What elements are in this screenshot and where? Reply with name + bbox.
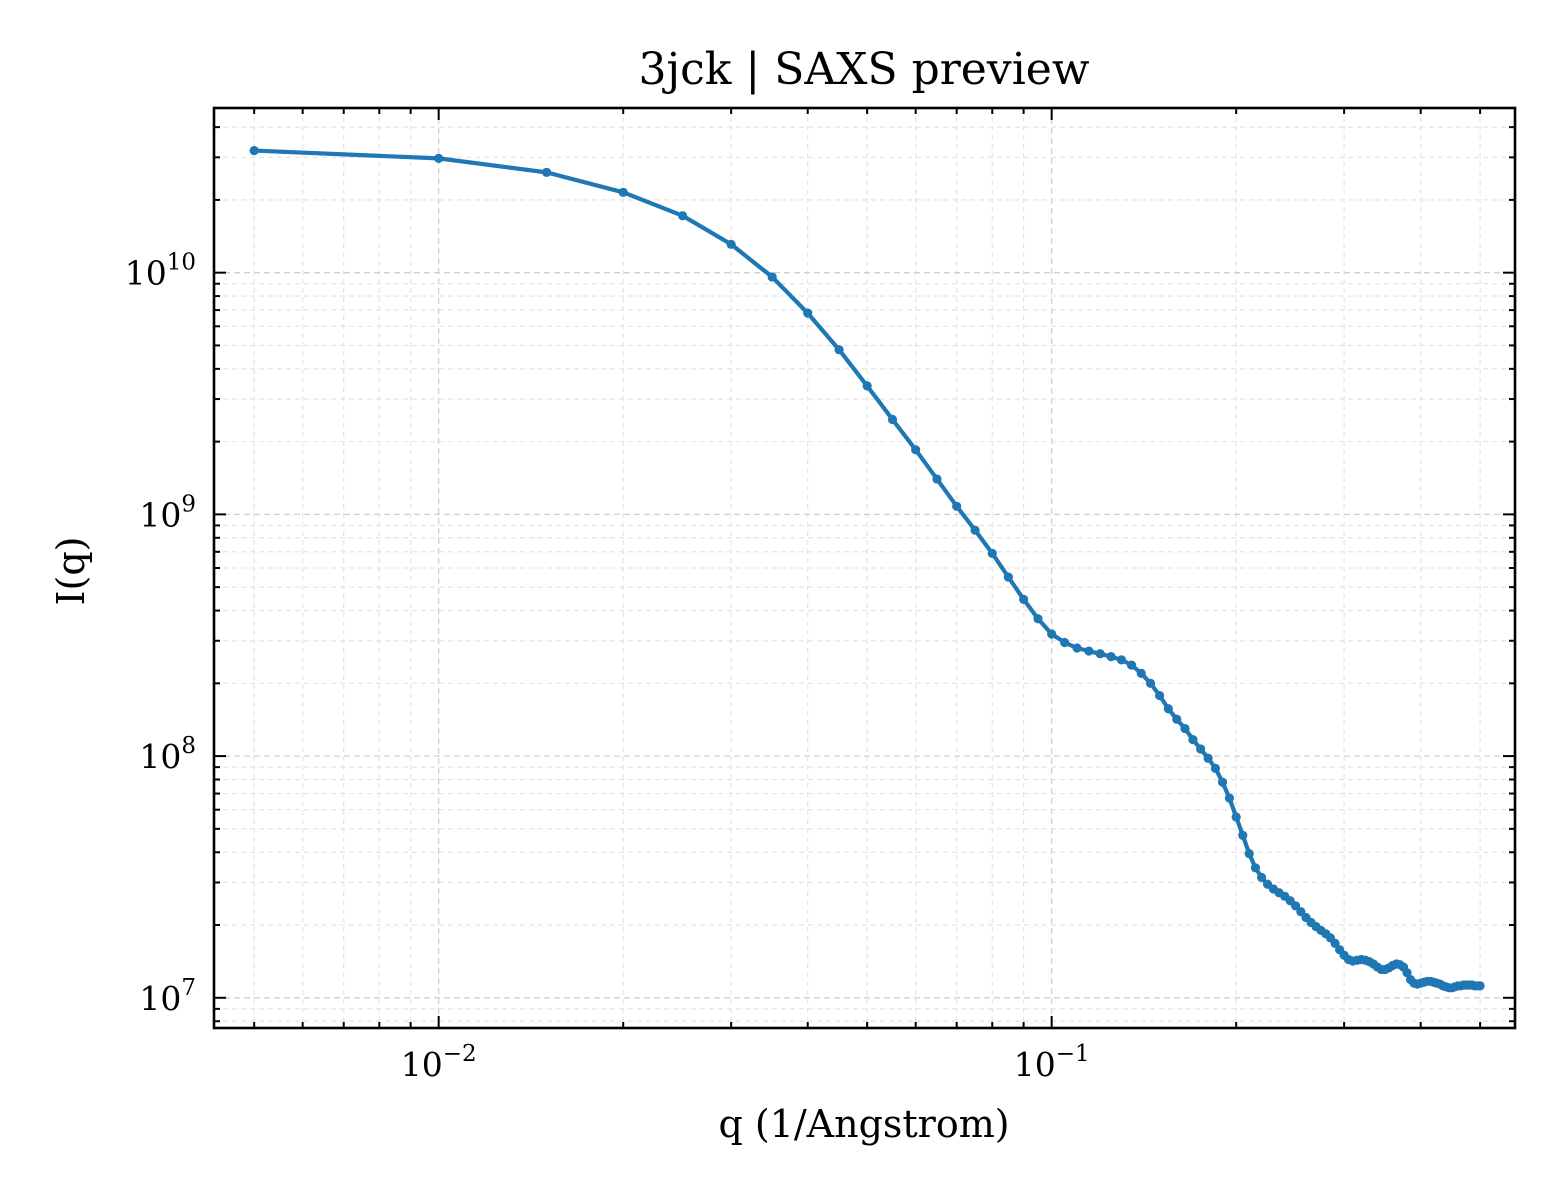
chart-title: 3jck | SAXS preview <box>639 44 1090 95</box>
y-tick-label-base: 10 <box>125 254 167 293</box>
y-tick-label-exp: 10 <box>167 250 196 276</box>
data-point <box>678 211 688 221</box>
data-point <box>1475 981 1485 991</box>
y-tick-label: 107 <box>139 975 196 1018</box>
y-tick-label: 1010 <box>125 250 196 293</box>
y-tick-label: 109 <box>139 491 196 534</box>
data-point <box>1116 655 1127 665</box>
data-point <box>887 414 898 425</box>
data-point <box>987 548 997 558</box>
data-point <box>726 239 736 249</box>
data-point <box>1224 793 1235 803</box>
data-point <box>1250 863 1261 873</box>
y-axis-label: I(q) <box>49 537 93 606</box>
data-point <box>1256 872 1267 882</box>
data-point <box>1047 629 1057 639</box>
data-point <box>1033 614 1043 624</box>
data-point <box>618 187 628 197</box>
data-point <box>862 381 872 391</box>
y-tick-label-base: 10 <box>139 495 181 534</box>
data-point <box>1019 594 1029 604</box>
data-point <box>1238 830 1248 840</box>
data-point <box>1145 678 1156 688</box>
x-tick-label: 10−1 <box>1014 1041 1090 1084</box>
y-tick-label-base: 10 <box>139 737 181 776</box>
data-point <box>1155 690 1165 701</box>
data-point <box>1060 637 1070 648</box>
data-point <box>542 167 552 177</box>
data-point <box>970 525 980 535</box>
data-point <box>1217 777 1228 787</box>
x-tick-label-base: 10 <box>1014 1045 1056 1084</box>
data-point <box>1136 668 1146 678</box>
data-point <box>434 153 444 163</box>
data-point <box>932 474 942 484</box>
x-tick-label: 10−2 <box>401 1041 477 1084</box>
data-point <box>952 501 962 511</box>
data-point <box>834 345 844 355</box>
data-point <box>1231 812 1241 822</box>
data-point <box>803 308 813 318</box>
data-point <box>767 272 777 282</box>
data-point <box>1163 704 1173 714</box>
x-axis-label: q (1/Angstrom) <box>718 1102 1009 1146</box>
x-tick-label-base: 10 <box>401 1045 443 1084</box>
data-point <box>1402 968 1412 978</box>
data-point <box>1172 714 1182 724</box>
data-point <box>1188 735 1198 745</box>
data-point <box>1072 643 1082 653</box>
x-tick-label-exp: −2 <box>443 1041 477 1067</box>
x-tick-labels: 10−2 10−1 <box>401 1041 1090 1084</box>
x-tick-label-exp: −1 <box>1056 1041 1090 1067</box>
data-point <box>1106 651 1116 662</box>
data-point <box>1203 753 1213 763</box>
y-tick-label: 108 <box>139 733 196 776</box>
data-point <box>1180 723 1190 734</box>
y-tick-label-exp: 7 <box>181 975 196 1001</box>
data-point <box>1196 744 1206 754</box>
data-point <box>1126 660 1137 670</box>
series-group <box>249 145 1485 993</box>
data-point <box>1084 646 1094 656</box>
data-point <box>1244 848 1254 859</box>
data-point <box>1095 649 1105 659</box>
data-point <box>249 145 259 156</box>
data-point <box>911 445 921 455</box>
grid <box>214 108 1515 1028</box>
data-point <box>1330 938 1340 948</box>
data-point <box>1210 763 1221 773</box>
y-tick-label-exp: 8 <box>181 733 196 759</box>
data-point <box>1290 901 1301 911</box>
data-point <box>1003 572 1013 582</box>
y-tick-label-base: 10 <box>139 979 181 1018</box>
y-tick-label-exp: 9 <box>181 491 196 517</box>
axis-ticks <box>214 108 1515 1028</box>
